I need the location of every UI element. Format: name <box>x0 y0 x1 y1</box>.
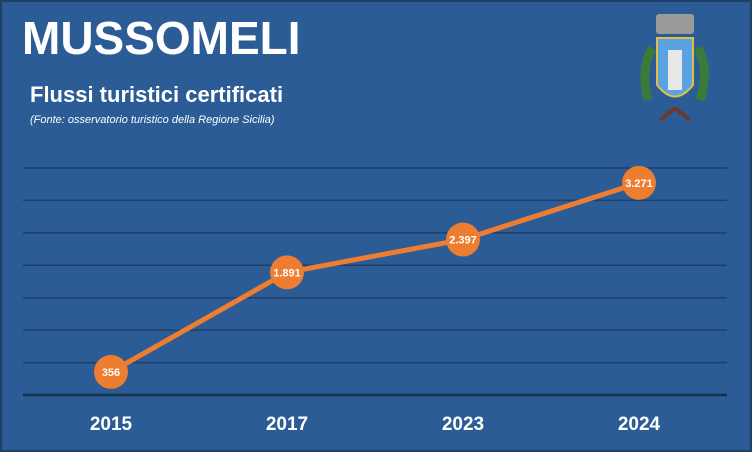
x-tick-label: 2023 <box>442 414 484 435</box>
data-label: 3.271 <box>625 178 653 190</box>
point <box>446 222 480 257</box>
point <box>270 255 304 290</box>
point <box>94 354 128 389</box>
point <box>622 165 656 200</box>
chart-title: MUSSOMELI <box>22 12 301 64</box>
chart-subtitle: Flussi turistici certificati <box>30 82 283 107</box>
data-label: 1.891 <box>273 267 301 279</box>
tower <box>668 50 682 90</box>
data-label: 356 <box>102 367 120 379</box>
source-note: (Fonte: osservatorio turistico della Reg… <box>30 114 275 126</box>
x-tick-label: 2024 <box>618 414 661 435</box>
line <box>109 180 640 375</box>
data-label: 2.397 <box>449 234 477 246</box>
x-tick-label: 2017 <box>266 414 308 435</box>
crown <box>656 14 694 34</box>
ribbon <box>658 106 692 122</box>
coat-of-arms <box>640 14 709 122</box>
wreath <box>640 45 709 102</box>
x-tick-label: 2015 <box>90 414 133 435</box>
